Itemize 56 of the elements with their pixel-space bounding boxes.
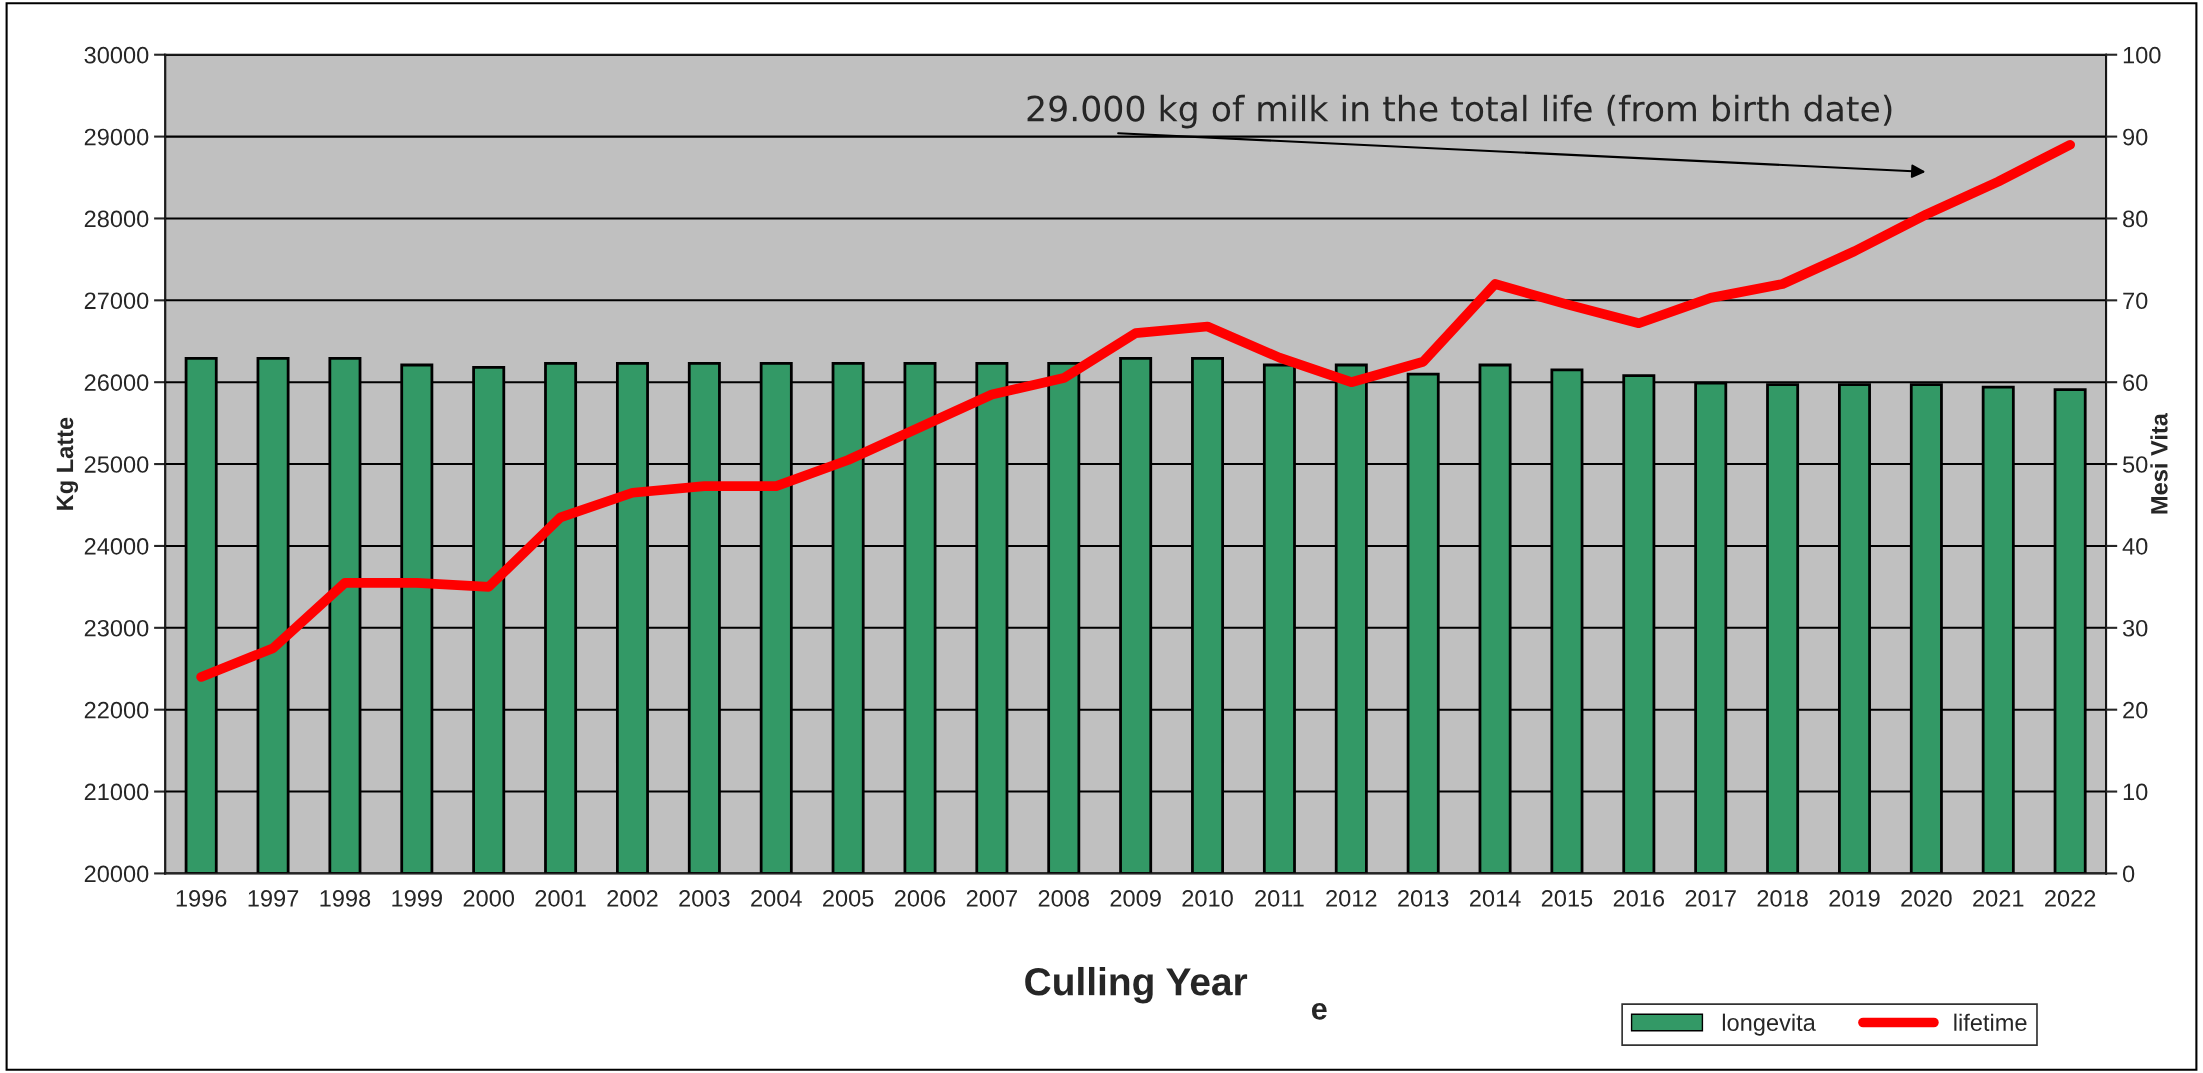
x-tick-label: 2015 — [1541, 890, 1593, 907]
x-tick-label: 2021 — [1973, 890, 2024, 907]
y2-tick-label: 40 — [2122, 538, 2148, 555]
y2-tick-label: 30 — [2122, 619, 2148, 637]
x-tick-label: 2009 — [1110, 890, 1161, 907]
y2-tick-label: 70 — [2123, 292, 2148, 310]
x-tick-label: 2000 — [463, 890, 515, 907]
x-tick-label: 2010 — [1182, 890, 1233, 907]
y-tick-label: 28000 — [84, 210, 149, 228]
x-tick-label: 2006 — [894, 890, 946, 907]
x-tick-label: 1996 — [176, 890, 227, 907]
x-tick-label: 2012 — [1326, 890, 1377, 907]
x-tick-label: 2005 — [823, 890, 874, 907]
legend-label: lifetime — [1954, 1013, 2027, 1031]
y-tick-label: 22000 — [84, 701, 149, 719]
y-tick-label: 27000 — [84, 292, 149, 310]
y-tick-label: 24000 — [84, 538, 149, 555]
y2-tick-label: 20 — [2123, 701, 2148, 719]
y-tick-label: 25000 — [84, 456, 149, 473]
x-tick-label: 2001 — [535, 890, 586, 907]
annotation: 29.000 kg of milk in the total life (from birth date) — [1027, 94, 1892, 129]
y2-tick-label: 60 — [2123, 374, 2148, 391]
x-tick-label: 2007 — [966, 890, 1017, 907]
y-tick-label: 23000 — [84, 619, 149, 637]
text: e — [1311, 1002, 1327, 1020]
y-tick-label: 20000 — [84, 865, 149, 883]
y2-axis-title: Mesi Vita — [2150, 412, 2168, 514]
y-axis-title: Kg Latte — [56, 417, 79, 510]
x-tick-label: 2008 — [1038, 890, 1089, 907]
x-tick-label: 2022 — [2045, 890, 2096, 907]
x-tick-label: 2016 — [1613, 890, 1665, 907]
x-tick-label: 2018 — [1757, 890, 1808, 907]
y2-tick-label: 50 — [2122, 456, 2148, 473]
y2-tick-label: 0 — [2122, 865, 2135, 883]
x-tick-label: 2004 — [751, 890, 802, 907]
x-axis-title: Culling Year — [1025, 966, 1248, 1004]
y2-tick-label: 100 — [2123, 46, 2161, 64]
x-tick-label: 2020 — [1901, 890, 1952, 907]
x-tick-label: 2014 — [1469, 890, 1521, 907]
y-tick-label: 30000 — [84, 46, 149, 64]
y2-tick-label: 80 — [2123, 210, 2148, 228]
x-tick-label: 2011 — [1255, 890, 1304, 907]
legend-label: longevita — [1722, 1013, 1816, 1036]
x-tick-label: 2019 — [1829, 890, 1880, 907]
y2-tick-label: 10 — [2123, 783, 2148, 801]
y-tick-label: 29000 — [84, 128, 149, 146]
x-tick-label: 2017 — [1685, 890, 1736, 907]
x-tick-label: 1997 — [248, 890, 299, 907]
x-tick-label: 1998 — [320, 890, 371, 907]
x-tick-label: 2003 — [679, 890, 730, 907]
y-tick-label: 21000 — [84, 783, 149, 801]
x-tick-label: 1999 — [392, 890, 442, 907]
x-tick-label: 2013 — [1398, 890, 1449, 907]
y2-tick-label: 90 — [2123, 128, 2148, 146]
y-tick-label: 26000 — [84, 374, 149, 391]
x-tick-label: 2002 — [607, 890, 658, 907]
